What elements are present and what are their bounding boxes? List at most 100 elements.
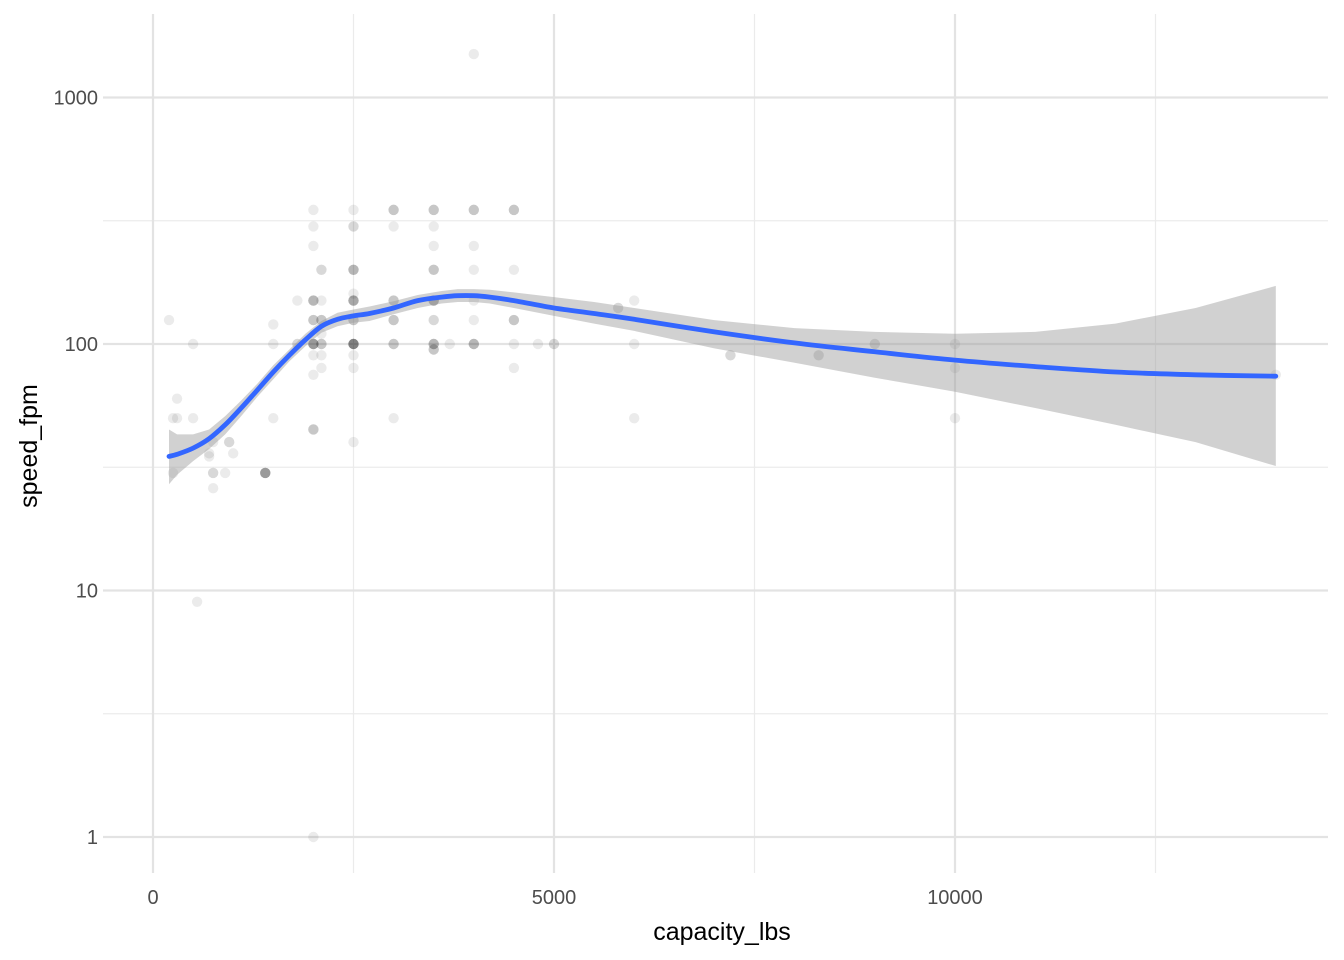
data-point (348, 264, 359, 275)
data-point (468, 204, 479, 216)
data-point (207, 483, 219, 494)
data-point (508, 204, 520, 216)
data-point (508, 362, 520, 374)
data-point (316, 338, 327, 350)
data-point (348, 264, 359, 275)
data-point (207, 467, 219, 479)
data-point (260, 467, 271, 479)
data-point (268, 338, 279, 350)
data-point (813, 350, 824, 361)
data-point (348, 221, 359, 232)
data-point (388, 314, 399, 326)
data-point (428, 338, 439, 350)
data-point (308, 831, 319, 843)
data-point (171, 413, 183, 424)
data-point (348, 295, 359, 306)
data-point (813, 350, 824, 361)
data-point (388, 295, 399, 306)
data-point (348, 264, 359, 275)
data-point (308, 295, 319, 306)
data-point (260, 467, 271, 479)
scatter-points (163, 48, 1282, 843)
data-point (308, 424, 319, 435)
data-point (348, 295, 359, 306)
data-point (316, 338, 327, 350)
data-point (308, 338, 319, 350)
data-point (428, 204, 439, 216)
data-point (468, 314, 479, 326)
data-point (629, 338, 640, 350)
data-point (348, 350, 359, 361)
data-point (223, 436, 235, 448)
y-tick-label: 1 (87, 827, 98, 849)
data-point (949, 362, 961, 374)
data-point (187, 338, 199, 350)
smooth-fit (166, 285, 1279, 485)
data-point (949, 413, 961, 424)
data-point (308, 221, 319, 232)
data-point (428, 344, 439, 355)
data-point (428, 264, 439, 275)
data-point (388, 338, 399, 350)
data-point (508, 314, 520, 326)
data-point (228, 448, 239, 459)
y-axis-tick-labels: 1 10 100 1000 (54, 88, 99, 850)
data-point (428, 221, 439, 232)
data-point (187, 413, 199, 424)
data-point (308, 240, 319, 252)
data-point (348, 338, 359, 350)
data-point (725, 350, 736, 361)
data-point (308, 424, 319, 435)
data-point (388, 413, 399, 424)
data-point (203, 451, 215, 462)
data-point (348, 338, 359, 350)
data-point (207, 467, 219, 479)
data-point (308, 314, 319, 326)
data-point (629, 413, 640, 424)
data-point (508, 204, 520, 216)
data-point (428, 314, 439, 326)
data-point (468, 48, 479, 60)
data-point (468, 338, 479, 350)
data-point (532, 338, 544, 350)
x-axis-title: capacity_lbs (653, 918, 791, 946)
data-point (468, 338, 479, 350)
data-point (171, 393, 183, 404)
data-point (268, 319, 279, 330)
data-point (388, 204, 399, 216)
data-point (191, 596, 203, 607)
data-point (260, 467, 271, 479)
data-point (388, 314, 399, 326)
data-point (308, 350, 319, 361)
data-point (428, 264, 439, 275)
confidence-ribbon (169, 285, 1276, 485)
data-point (428, 344, 439, 355)
data-point (348, 221, 359, 232)
data-point (508, 314, 520, 326)
data-point (308, 338, 319, 350)
major-gridlines (103, 14, 1328, 873)
y-axis-title: speed_fpm (15, 384, 43, 508)
data-point (223, 436, 235, 448)
data-point (428, 204, 439, 216)
data-point (292, 295, 303, 306)
data-point (348, 362, 359, 374)
data-point (308, 295, 319, 306)
data-point (316, 264, 327, 275)
y-tick-label: 100 (65, 334, 98, 356)
y-tick-label: 1000 (54, 88, 99, 110)
data-point (316, 362, 327, 374)
data-point (348, 295, 359, 306)
data-point (428, 338, 439, 350)
data-point (348, 338, 359, 350)
data-point (348, 295, 359, 306)
data-point (308, 314, 319, 326)
data-point (508, 204, 520, 216)
data-point (260, 467, 271, 479)
data-point (348, 338, 359, 350)
data-point (428, 338, 439, 350)
data-point (468, 204, 479, 216)
data-point (612, 302, 624, 314)
data-point (348, 288, 359, 299)
data-point (167, 467, 179, 479)
